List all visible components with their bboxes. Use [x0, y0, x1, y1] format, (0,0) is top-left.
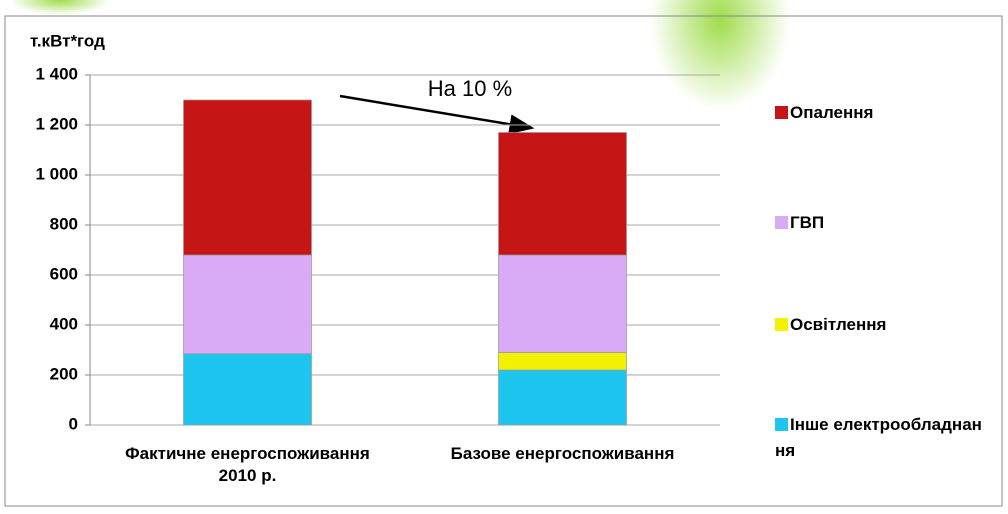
legend-label: ГВП: [790, 213, 825, 232]
decoration: [10, 0, 110, 15]
arrow: [339, 94, 535, 135]
legend-swatch: [775, 418, 788, 431]
frame: [4, 15, 1003, 507]
bar-segment: [498, 254, 627, 353]
legend-label: Опалення: [790, 103, 874, 122]
bar-segment: [183, 99, 312, 256]
bar-segment: [498, 369, 627, 426]
y-tick-label: 600: [50, 264, 78, 283]
x-tick-label: Фактичне енергоспоживання 2010 р.: [125, 444, 370, 485]
bar-segment: [183, 353, 312, 426]
y-tick-label: 1 000: [35, 164, 78, 183]
legend-item: Освітлення: [775, 312, 985, 338]
bar-segment: [183, 254, 312, 355]
y-tick-label: 0: [69, 414, 78, 433]
legend-label: Інше електрообладнання: [775, 415, 982, 460]
bar-segment: [498, 352, 627, 371]
decoration: [650, 0, 790, 110]
bar-segment: [498, 132, 627, 256]
y-tick-label: 400: [50, 314, 78, 333]
annotation: На 10 %: [428, 76, 512, 101]
legend-swatch: [775, 216, 788, 229]
y-tick-label: 200: [50, 364, 78, 383]
legend-item: Опалення: [775, 100, 985, 126]
y-axis-label: т.кВт*год: [30, 31, 105, 50]
y-tick-label: 1 400: [35, 64, 78, 83]
legend-swatch: [775, 106, 788, 119]
legend-item: Інше електрообладнання: [775, 412, 985, 464]
legend-swatch: [775, 318, 788, 331]
y-tick-label: 800: [50, 214, 78, 233]
legend-item: ГВП: [775, 210, 985, 236]
y-tick-label: 1 200: [35, 114, 78, 133]
legend-label: Освітлення: [790, 315, 887, 334]
x-tick-label: Базове енергоспоживання: [450, 444, 675, 463]
